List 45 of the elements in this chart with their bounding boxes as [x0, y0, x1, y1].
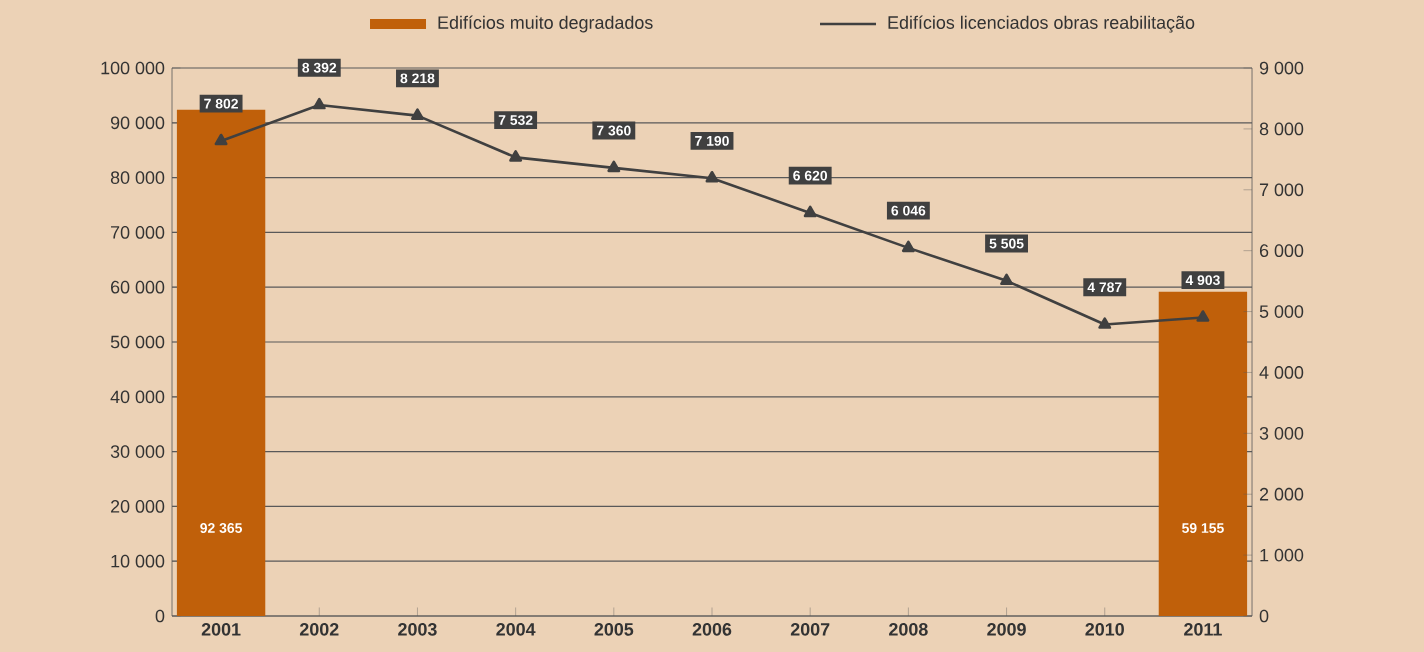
y-tick-label: 30 000 [110, 445, 165, 458]
x-tick-label: 2005 [594, 623, 634, 636]
y-tick-label: 0 [155, 609, 165, 623]
x-tick-label: 2009 [987, 623, 1026, 636]
point [410, 108, 424, 120]
y-tick-label: 100 000 [101, 61, 165, 75]
y2-tick-label: 6 000 [1259, 244, 1304, 258]
y2-tick-label: 1 000 [1260, 548, 1304, 562]
point [312, 97, 326, 110]
y2-tick-label: 0 [1259, 609, 1269, 623]
point [1000, 273, 1014, 286]
point [803, 205, 817, 218]
y2-tick-label: 2 000 [1259, 487, 1304, 501]
point [901, 240, 915, 253]
y-tick-label: 10 000 [111, 554, 165, 568]
y2-tick-label: 4 000 [1259, 366, 1304, 379]
y-tick-label: 80 000 [110, 171, 165, 184]
x-tick-label: 2006 [692, 623, 732, 636]
y-tick-label: 90 000 [110, 116, 165, 130]
x-tick-label: 2002 [299, 623, 339, 636]
x-tick-label: 2003 [398, 623, 437, 636]
y2-tick-label: 3 000 [1259, 426, 1304, 440]
y2-tick-label: 7 000 [1259, 183, 1304, 197]
y-tick-label: 50 000 [110, 335, 165, 349]
x-tick-label: 2008 [889, 623, 928, 636]
y-tick-label: 70 000 [111, 226, 165, 239]
x-tick-label: 2010 [1085, 623, 1124, 636]
point [1196, 310, 1210, 322]
point [214, 133, 228, 146]
legend-label: Edifícios muito degradados [438, 15, 653, 33]
y-tick-label: 60 000 [111, 280, 165, 294]
y-tick-label: 20 000 [111, 500, 165, 513]
point [705, 170, 719, 183]
x-tick-label: 2011 [1184, 623, 1222, 636]
x-tick-label: 2007 [790, 623, 830, 636]
x-tick-label: 2001 [201, 623, 241, 636]
point [1098, 317, 1112, 329]
legend-label: Edifícios licenciados obras reabilitação [888, 15, 1195, 33]
x-tick-label: 2004 [496, 623, 536, 636]
y-tick-label: 40 000 [110, 390, 165, 404]
y2-tick-label: 9 000 [1259, 61, 1304, 75]
y2-tick-label: 5 000 [1259, 305, 1304, 318]
y2-tick-label: 8 000 [1259, 122, 1304, 136]
point [509, 150, 523, 162]
point [607, 160, 621, 173]
